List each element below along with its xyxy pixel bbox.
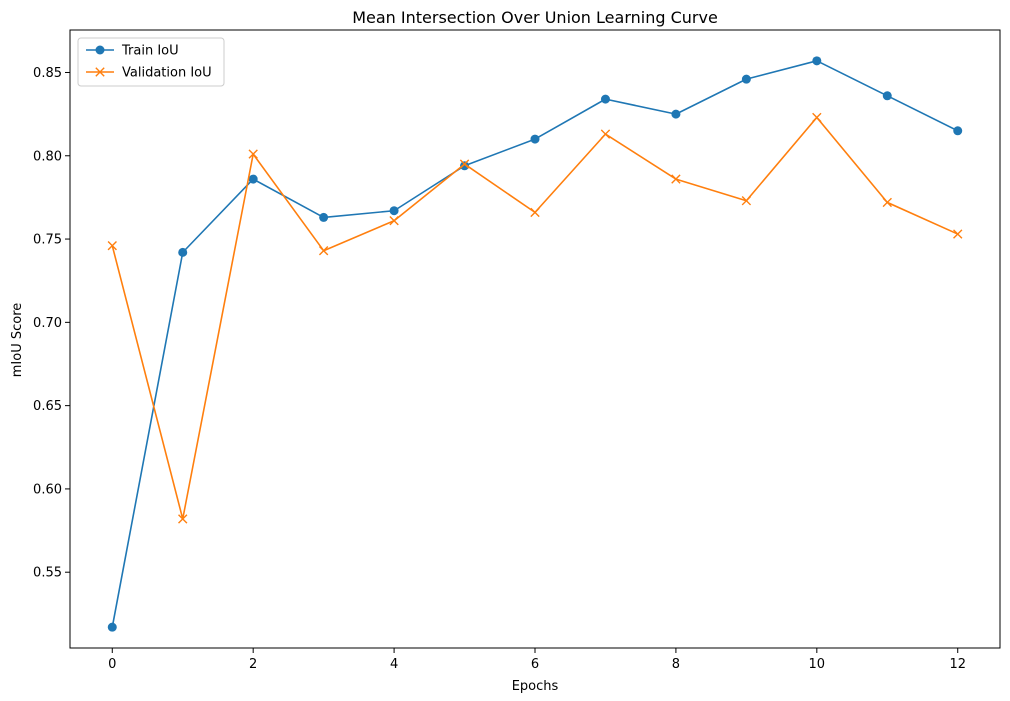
data-point bbox=[882, 197, 892, 208]
legend-box bbox=[77, 37, 225, 87]
data-point bbox=[107, 622, 117, 632]
axes: 0 2 4 6 8 10 12 0.55 0.60 0.65 0.70 0.75 0.80 0.85 bbox=[33, 29, 1001, 672]
data-point bbox=[600, 94, 610, 104]
legend-marker bbox=[95, 45, 105, 55]
legend-label: Validation IoU bbox=[122, 66, 212, 81]
x-tick-label: 8 bbox=[672, 657, 680, 672]
x-tick-label: 2 bbox=[249, 657, 257, 672]
y-tick-label: 0.55 bbox=[33, 566, 62, 581]
data-point bbox=[882, 91, 892, 101]
x-tick-label: 12 bbox=[949, 657, 966, 672]
data-point bbox=[319, 212, 329, 222]
data-point bbox=[318, 246, 329, 256]
x-tick-label: 10 bbox=[809, 657, 826, 672]
data-point bbox=[741, 196, 752, 206]
series-1 bbox=[107, 112, 963, 524]
data-point bbox=[389, 206, 399, 216]
data-point bbox=[812, 56, 822, 66]
data-point bbox=[248, 174, 258, 184]
data-point bbox=[530, 134, 540, 144]
data-point bbox=[178, 247, 188, 257]
legend-marker bbox=[95, 67, 105, 77]
legend-label: Train IoU bbox=[121, 44, 179, 59]
data-point bbox=[178, 514, 188, 524]
data-point bbox=[530, 207, 540, 218]
data-point bbox=[460, 161, 470, 171]
x-tick-label: 4 bbox=[390, 657, 398, 672]
data-point bbox=[953, 126, 963, 136]
data-point bbox=[600, 129, 611, 139]
data-point bbox=[953, 229, 963, 239]
x-axis-label: Epochs bbox=[512, 679, 559, 694]
data-point bbox=[671, 174, 681, 184]
legend: Train IoU Validation IoU bbox=[77, 37, 225, 87]
data-point bbox=[248, 149, 258, 159]
x-tick-label: 6 bbox=[531, 657, 539, 672]
y-tick-label: 0.65 bbox=[33, 399, 62, 414]
legend-entry: Train IoU bbox=[86, 44, 179, 59]
data-point bbox=[671, 109, 681, 119]
y-tick-label: 0.70 bbox=[33, 316, 62, 331]
y-tick-label: 0.85 bbox=[33, 66, 62, 81]
legend-entry: Validation IoU bbox=[86, 66, 212, 81]
y-tick-label: 0.60 bbox=[33, 482, 62, 497]
data-point bbox=[459, 159, 470, 169]
y-tick-label: 0.80 bbox=[33, 149, 62, 164]
chart-title: Mean Intersection Over Union Learning Cu… bbox=[352, 8, 718, 27]
plot-area bbox=[107, 56, 963, 632]
data-point bbox=[107, 241, 117, 251]
data-point bbox=[741, 74, 751, 84]
y-tick-label: 0.75 bbox=[33, 233, 62, 248]
series-0 bbox=[107, 56, 963, 632]
x-tick-label: 0 bbox=[108, 657, 116, 672]
data-point bbox=[389, 216, 399, 226]
y-axis-label: mIoU Score bbox=[10, 303, 25, 378]
data-point bbox=[812, 112, 822, 123]
